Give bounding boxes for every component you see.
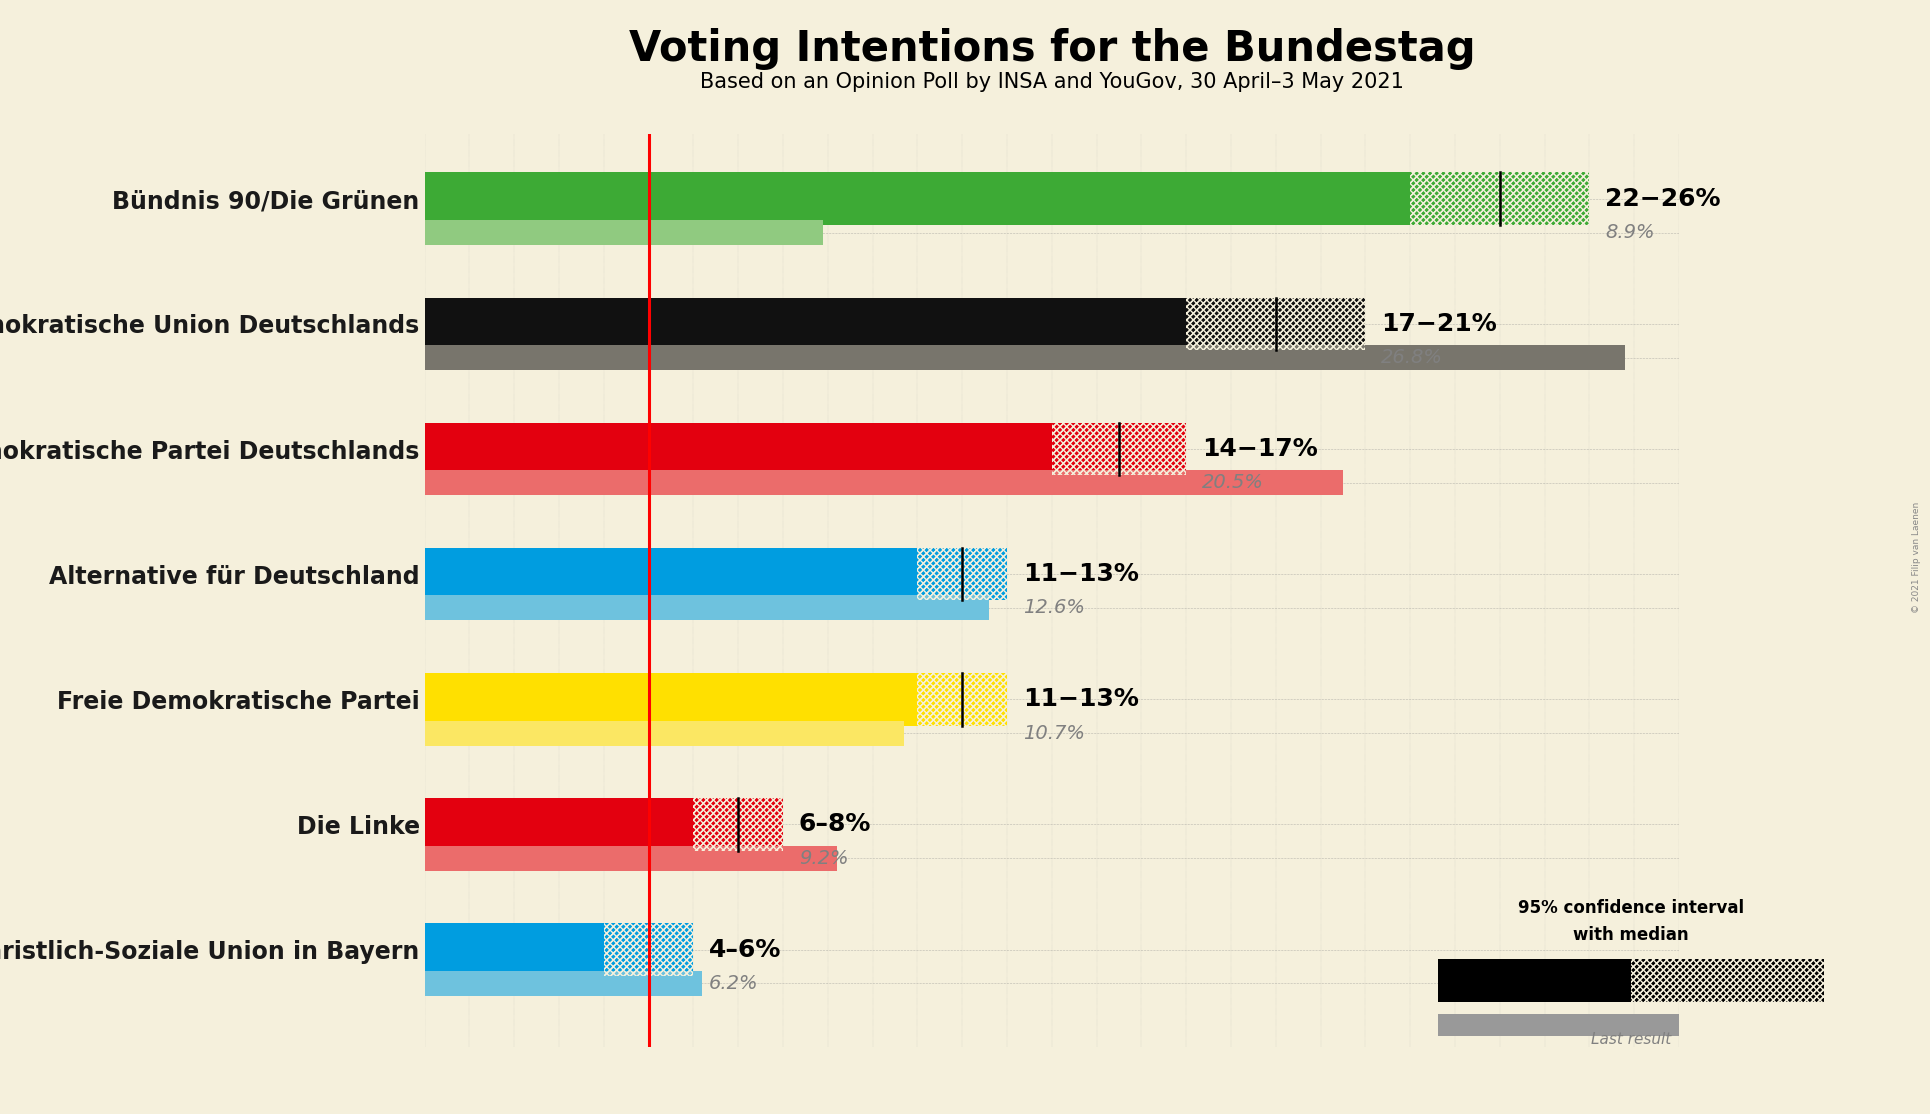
Bar (917, 673, 1007, 725)
Text: 8.9%: 8.9% (1606, 223, 1654, 242)
Bar (425, 846, 838, 871)
Text: 95% confidence interval: 95% confidence interval (1517, 899, 1745, 917)
Bar (425, 673, 917, 725)
Bar (693, 798, 784, 851)
Text: 9.2%: 9.2% (799, 849, 847, 868)
Bar (425, 798, 693, 851)
Bar (1052, 422, 1187, 476)
Text: 6.2%: 6.2% (708, 974, 758, 993)
Bar (917, 548, 1007, 600)
Bar (425, 221, 824, 245)
Bar (425, 297, 1187, 350)
Bar (1187, 297, 1365, 350)
Text: 22−26%: 22−26% (1606, 187, 1722, 211)
Bar (425, 970, 703, 996)
Bar (1411, 173, 1590, 225)
Bar (425, 548, 917, 600)
Text: 11−13%: 11−13% (1023, 687, 1139, 711)
Bar (425, 595, 988, 620)
Text: 11−13%: 11−13% (1023, 563, 1139, 586)
Bar (425, 422, 1052, 476)
Bar (1438, 1015, 1679, 1036)
Bar (1631, 959, 1824, 1003)
Bar (1411, 173, 1590, 225)
Bar (604, 924, 693, 976)
Text: 6–8%: 6–8% (799, 812, 870, 837)
Bar (1411, 173, 1590, 225)
Bar (1631, 959, 1824, 1003)
Bar (1438, 959, 1631, 1003)
Text: Voting Intentions for the Bundestag: Voting Intentions for the Bundestag (629, 28, 1475, 70)
Bar (917, 673, 1007, 725)
Text: 20.5%: 20.5% (1202, 473, 1264, 492)
Bar (693, 798, 784, 851)
Bar (693, 798, 784, 851)
Text: 14−17%: 14−17% (1202, 437, 1318, 461)
Text: Based on an Opinion Poll by INSA and YouGov, 30 April–3 May 2021: Based on an Opinion Poll by INSA and You… (701, 72, 1403, 92)
Text: © 2021 Filip van Laenen: © 2021 Filip van Laenen (1913, 501, 1920, 613)
Bar (1187, 297, 1365, 350)
Bar (1052, 422, 1187, 476)
Bar (1187, 297, 1365, 350)
Bar (425, 721, 903, 745)
Text: Last result: Last result (1590, 1033, 1671, 1047)
Bar (1052, 422, 1187, 476)
Text: 12.6%: 12.6% (1023, 598, 1085, 617)
Bar (1631, 959, 1824, 1003)
Bar (917, 673, 1007, 725)
Text: 10.7%: 10.7% (1023, 724, 1085, 743)
Bar (604, 924, 693, 976)
Bar (425, 345, 1625, 370)
Bar (425, 173, 1411, 225)
Text: 4–6%: 4–6% (708, 938, 782, 961)
Text: with median: with median (1573, 927, 1689, 945)
Bar (425, 924, 604, 976)
Text: 17−21%: 17−21% (1382, 312, 1498, 336)
Text: 26.8%: 26.8% (1382, 349, 1444, 368)
Bar (917, 548, 1007, 600)
Bar (917, 548, 1007, 600)
Bar (425, 470, 1343, 496)
Bar (604, 924, 693, 976)
